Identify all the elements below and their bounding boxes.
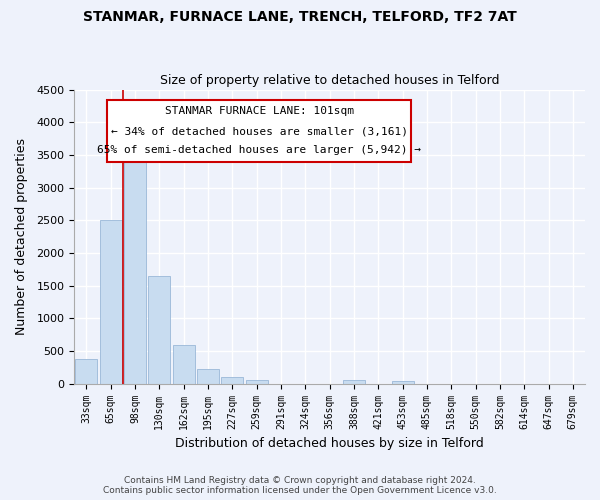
Text: STANMAR, FURNACE LANE, TRENCH, TELFORD, TF2 7AT: STANMAR, FURNACE LANE, TRENCH, TELFORD, … <box>83 10 517 24</box>
X-axis label: Distribution of detached houses by size in Telford: Distribution of detached houses by size … <box>175 437 484 450</box>
Text: 65% of semi-detached houses are larger (5,942) →: 65% of semi-detached houses are larger (… <box>97 146 421 156</box>
Bar <box>392 381 413 384</box>
Text: Contains HM Land Registry data © Crown copyright and database right 2024.
Contai: Contains HM Land Registry data © Crown c… <box>103 476 497 495</box>
FancyBboxPatch shape <box>107 100 412 162</box>
Bar <box>124 138 146 384</box>
Y-axis label: Number of detached properties: Number of detached properties <box>15 138 28 335</box>
Bar <box>245 380 268 384</box>
Bar <box>343 380 365 384</box>
Bar <box>148 276 170 384</box>
Bar <box>173 345 194 384</box>
Bar <box>76 359 97 384</box>
Bar <box>100 220 122 384</box>
Text: ← 34% of detached houses are smaller (3,161): ← 34% of detached houses are smaller (3,… <box>111 126 408 136</box>
Text: STANMAR FURNACE LANE: 101sqm: STANMAR FURNACE LANE: 101sqm <box>165 106 354 116</box>
Title: Size of property relative to detached houses in Telford: Size of property relative to detached ho… <box>160 74 499 87</box>
Bar <box>197 368 219 384</box>
Bar <box>221 377 243 384</box>
